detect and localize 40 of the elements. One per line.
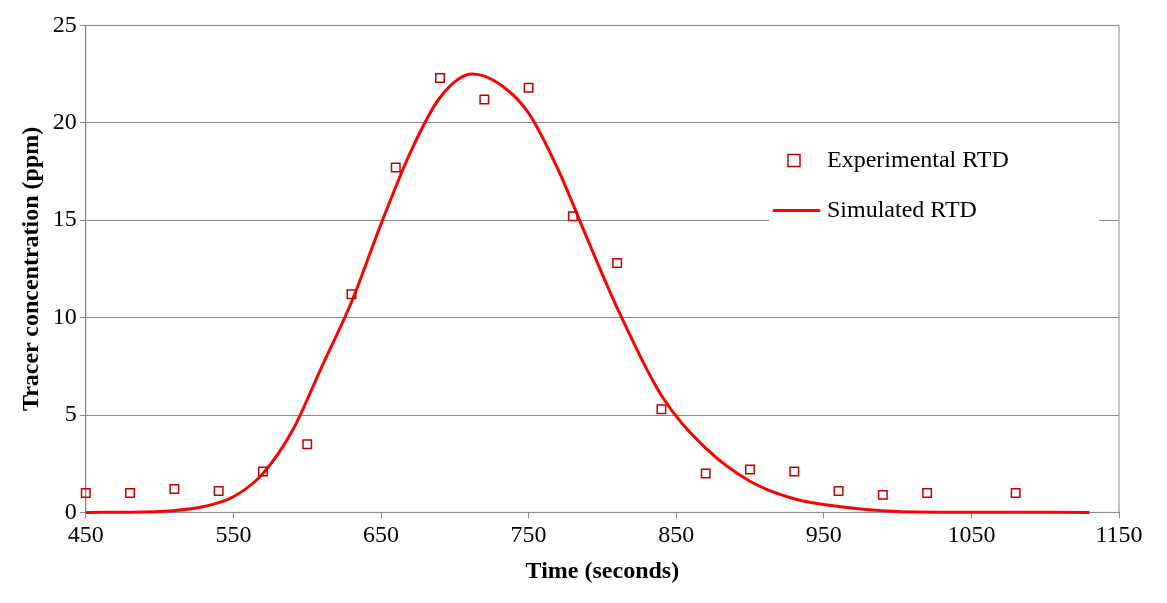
point — [612, 258, 623, 269]
x-tick-label: 850 — [658, 521, 695, 548]
y-tick-label: 15 — [52, 205, 77, 232]
x-axis-title: Time (seconds) — [525, 556, 680, 583]
point — [435, 73, 446, 83]
point — [789, 466, 800, 477]
point — [833, 485, 844, 496]
point — [213, 485, 224, 496]
point — [302, 439, 313, 450]
x-tick-label: 750 — [510, 521, 547, 548]
point — [567, 211, 578, 222]
point — [523, 82, 534, 93]
x-tick-label: 950 — [805, 521, 842, 548]
point — [700, 468, 711, 479]
point — [80, 487, 91, 498]
x-tick-label: 550 — [215, 521, 252, 548]
point — [1010, 487, 1021, 498]
y-tick-label: 20 — [52, 108, 77, 135]
point — [745, 464, 755, 475]
point — [922, 487, 933, 498]
x-tick-label: 450 — [67, 521, 104, 548]
point — [125, 487, 136, 498]
point — [656, 404, 667, 415]
y-tick-label: 5 — [64, 400, 77, 427]
legend-label: Experimental RTD — [827, 145, 1009, 172]
point — [479, 94, 490, 105]
point — [169, 484, 180, 495]
y-tick-label: 0 — [64, 497, 77, 524]
y-tick-label: 10 — [52, 302, 77, 329]
x-tick-label: 1150 — [1095, 521, 1143, 548]
point — [346, 289, 357, 300]
x-tick-label: 650 — [363, 521, 399, 548]
point — [390, 162, 401, 173]
x-tick-label: 1050 — [947, 521, 996, 548]
point — [257, 466, 268, 477]
y-tick-label: 25 — [52, 10, 77, 37]
legend-label: Simulated RTD — [827, 195, 977, 222]
y-axis-title: Tracer concentration (ppm) — [16, 126, 43, 412]
line-series — [84, 72, 1091, 514]
point — [877, 489, 888, 500]
